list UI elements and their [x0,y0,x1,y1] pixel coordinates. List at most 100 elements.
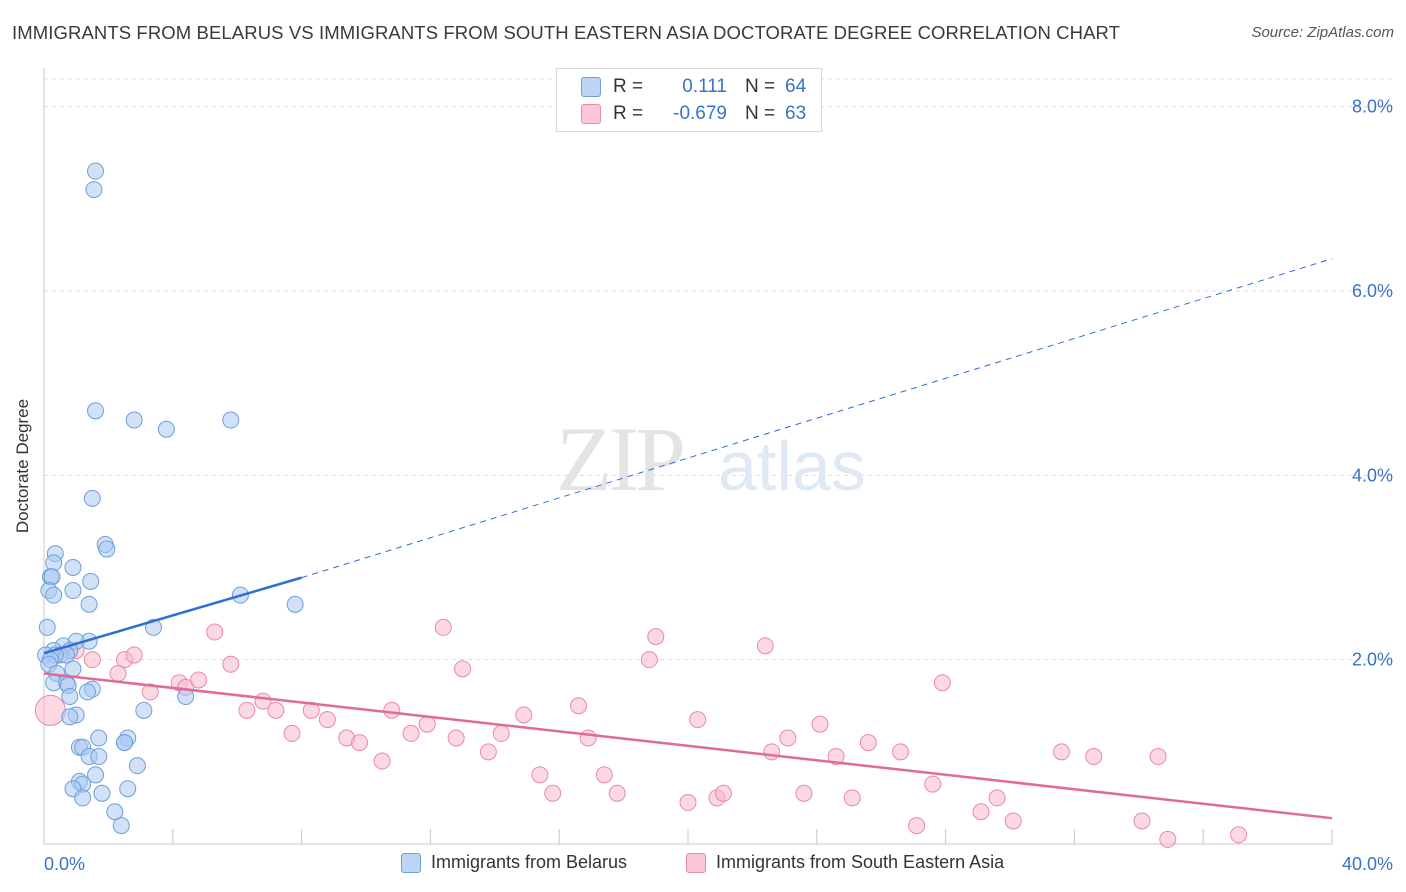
sea-trend-line [43,672,1333,820]
sea-point [351,734,369,752]
trend-lines [43,258,1333,820]
source-label: Source: ZipAtlas.com [1251,24,1394,41]
sea-point [908,817,926,835]
sea-point [679,794,697,812]
belarus-point [78,683,96,701]
sea-point [640,651,658,669]
sea-point [608,784,626,802]
sea-point [579,729,597,747]
series-belarus [37,162,304,835]
belarus-point [61,688,79,706]
belarus-point [83,489,101,507]
sea-point [267,701,285,719]
chart-title: IMMIGRANTS FROM BELARUS VS IMMIGRANTS FR… [12,22,1121,43]
sea-point [1149,747,1167,765]
sea-point [222,655,240,673]
legend-label-sea: Immigrants from South Eastern Asia [716,852,1005,872]
sea-point [190,671,208,689]
sea-point [318,711,336,729]
n-value: 64 [785,76,807,97]
legend-swatch-sea [686,852,706,873]
sea-point [1004,812,1022,830]
sea-point [827,747,845,765]
legend-swatch-belarus [581,77,601,97]
belarus-point [87,162,105,180]
r-value: -0.679 [673,103,727,124]
x-axis-ticks [43,829,1333,844]
axes [43,68,1332,845]
sea-point [544,784,562,802]
r-label: R = [613,76,644,97]
belarus-point [61,708,79,726]
legend-row-sea: R = -0.679 N = 63 [581,101,806,127]
y-axis-label: Doctorate Degree [13,399,32,533]
sea-point [238,701,256,719]
sea-point [515,706,533,724]
sea-point [1230,826,1248,844]
sea-point [479,743,497,761]
sea-point [109,664,127,682]
belarus-point [87,766,105,784]
belarus-point [82,572,100,590]
sea-point [779,729,797,747]
belarus-point [90,747,108,765]
sea-point [756,637,774,655]
sea-point [972,803,990,821]
y-tick-label: 4.0% [1352,465,1393,485]
belarus-point [119,780,137,798]
legend-item-belarus[interactable]: Immigrants from Belarus [401,852,627,873]
belarus-point [157,420,175,438]
sea-point [570,697,588,715]
x-tick-label: 0.0% [44,854,85,874]
sea-point [141,683,159,701]
belarus-point [93,784,111,802]
belarus-point [38,618,56,636]
sea-point [933,674,951,692]
legend-row-belarus: R = 0.111 N = 64 [581,74,806,100]
sea-point [859,734,877,752]
belarus-trend-extension [301,258,1333,579]
sea-point [763,743,781,761]
x-tick-labels: 0.0% 40.0% [44,854,1393,874]
stats-legend: R = 0.111 N = 64 R = -0.679 N = 63 [556,68,822,132]
sea-point [531,766,549,784]
watermark: ZIP atlas [556,408,866,510]
sea-point [811,715,829,733]
n-value: 63 [785,103,807,124]
sea-point [795,784,813,802]
sea-point [595,766,613,784]
sea-point [34,694,66,726]
sea-point [492,724,510,742]
sea-point [373,752,391,770]
belarus-point [85,181,103,199]
belarus-point [64,558,82,576]
sea-point [892,743,910,761]
watermark-zip: ZIP [556,408,683,510]
belarus-point [80,595,98,613]
sea-point [447,729,465,747]
y-tick-label: 8.0% [1352,97,1393,117]
belarus-point [74,789,92,807]
sea-point [988,789,1006,807]
belarus-trend-line [43,576,302,655]
r-label: R = [613,103,644,124]
belarus-point [125,411,143,429]
belarus-point [222,411,240,429]
sea-point [924,775,942,793]
legend-swatch-sea [581,104,601,124]
sea-point [434,618,452,636]
belarus-point [128,757,146,775]
legend-item-sea[interactable]: Immigrants from South Eastern Asia [686,852,1004,873]
sea-point [83,651,101,669]
sea-point [1159,830,1177,848]
x-tick-label: 40.0% [1342,854,1393,874]
y-tick-label: 2.0% [1352,650,1393,670]
belarus-point [98,540,116,558]
n-label: N = [745,103,776,124]
belarus-point [106,803,124,821]
sea-point [689,711,707,729]
y-tick-label: 6.0% [1352,281,1393,301]
sea-point [647,628,665,646]
sea-point [206,623,224,641]
